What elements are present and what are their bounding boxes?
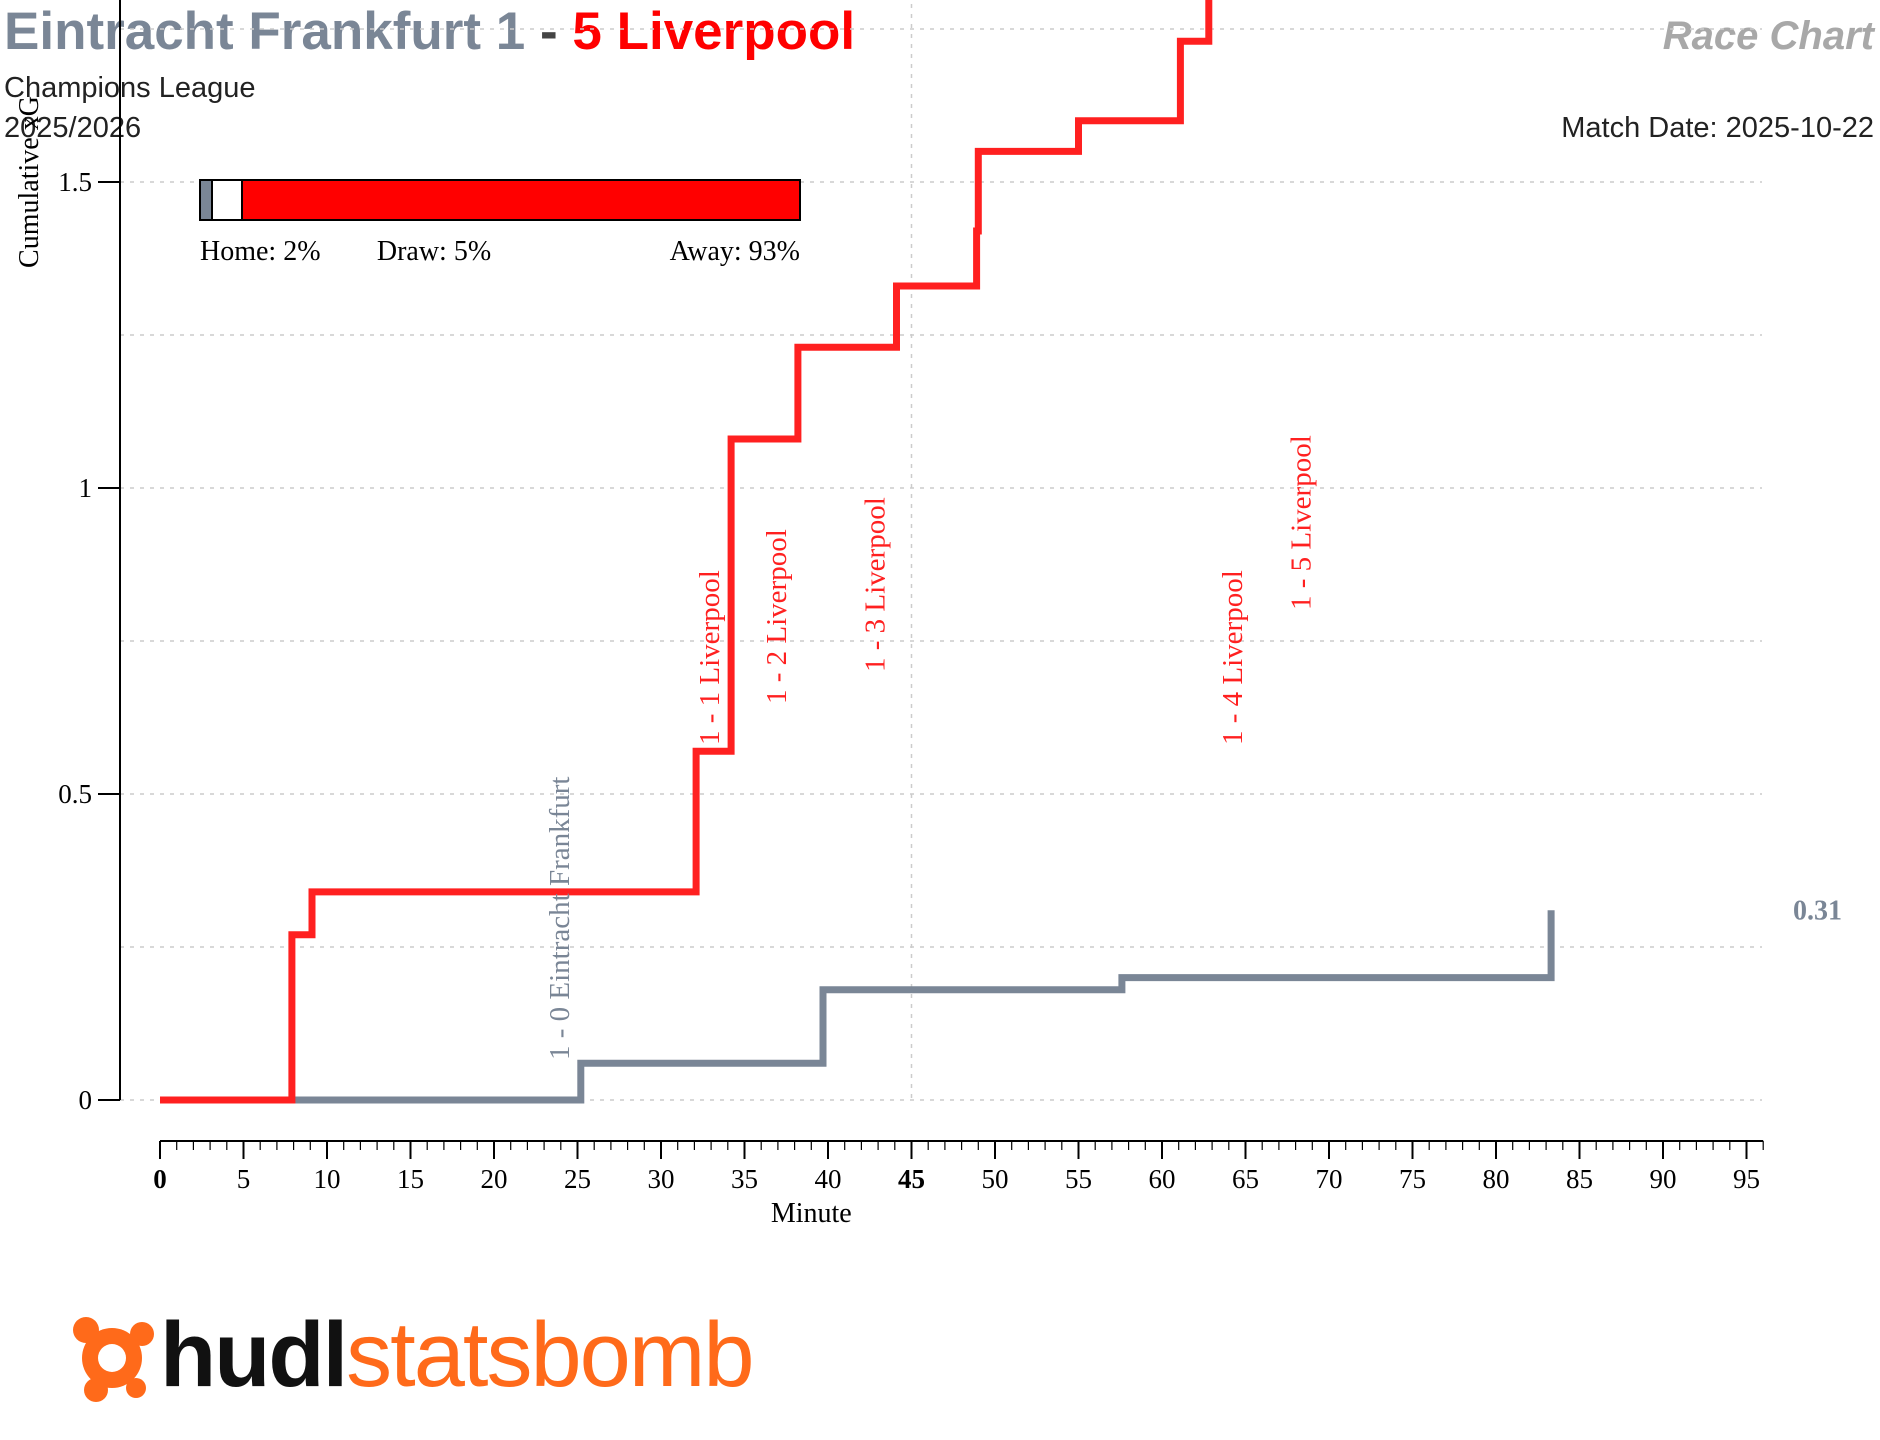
- x-tick-label: 25: [564, 1164, 591, 1194]
- x-tick-label: 10: [314, 1164, 341, 1194]
- probability-bar-frame: [199, 179, 801, 221]
- away-xg-line: [160, 0, 1213, 1104]
- y-tick-label: 0.5: [58, 779, 92, 809]
- chart-type-label: Race Chart: [1662, 14, 1874, 58]
- chart-gridlines: [120, 0, 1762, 1104]
- chart-axes: 00.511.522.53Cumulative xG05101520253035…: [14, 0, 1764, 1229]
- brand-wordmark: hudlstatsbomb: [160, 1300, 755, 1410]
- goal-annotations: 1 - 0 Eintracht Frankfurt 1 - 1 Liverpool…: [544, 435, 1317, 1060]
- x-tick-label: 45: [898, 1164, 925, 1194]
- y-tick-label: 1.5: [58, 167, 92, 197]
- goal-label: 1 - 3 Liverpool: [859, 497, 891, 672]
- away-probability-segment: [241, 179, 801, 221]
- brand-part-hudl: hudl: [160, 1304, 348, 1406]
- x-tick-label: 35: [731, 1164, 758, 1194]
- x-tick-label: 40: [815, 1164, 842, 1194]
- home-team-score: Eintracht Frankfurt 1: [4, 2, 526, 61]
- x-axis-label: Minute: [771, 1198, 852, 1229]
- x-tick-label: 20: [481, 1164, 508, 1194]
- home-xg-line: [160, 910, 1555, 1104]
- x-tick-label: 65: [1232, 1164, 1259, 1194]
- home-probability-segment: [199, 179, 213, 221]
- match-date: Match Date: 2025-10-22: [1561, 112, 1874, 144]
- competition-name: Champions League: [4, 72, 256, 104]
- x-tick-label: 60: [1149, 1164, 1176, 1194]
- x-tick-label: 75: [1399, 1164, 1426, 1194]
- x-tick-label: 80: [1483, 1164, 1510, 1194]
- brand-part-statsbomb: statsbomb: [346, 1304, 754, 1406]
- x-tick-label: 85: [1566, 1164, 1593, 1194]
- score-separator: -: [540, 2, 558, 61]
- home-label-probability: Home: 2%: [200, 236, 321, 267]
- x-tick-label: 55: [1065, 1164, 1092, 1194]
- win-probability-bar: Home: 2% Draw: 5% Away: 93%: [199, 179, 801, 267]
- home-total-label: 0.31: [1793, 895, 1842, 926]
- x-tick-label: 95: [1733, 1164, 1760, 1194]
- goal-label: 1 - 1 Liverpool: [694, 570, 726, 745]
- x-tick-label: 70: [1316, 1164, 1343, 1194]
- chart-series: 0.312.75: [160, 0, 1842, 1104]
- goal-label: 1 - 4 Liverpool: [1217, 570, 1249, 745]
- match-title: Eintracht Frankfurt 1 - 5 Liverpool: [4, 0, 855, 64]
- y-tick-label: 1: [79, 473, 93, 503]
- y-tick-label: 0: [79, 1085, 93, 1115]
- x-tick-label: 15: [397, 1164, 424, 1194]
- x-tick-label: 0: [153, 1164, 167, 1194]
- draw-label-probability: Draw: 5%: [377, 236, 491, 267]
- race-chart: 00.511.522.53Cumulative xG05101520253035…: [14, 0, 1842, 1229]
- y-axis-label: Cumulative xG: [14, 96, 45, 268]
- x-tick-label: 90: [1650, 1164, 1677, 1194]
- goal-label: 1 - 2 Liverpool: [761, 529, 793, 704]
- goal-label: 1 - 0 Eintracht Frankfurt: [544, 777, 576, 1060]
- away-team-score: 5 Liverpool: [572, 2, 856, 61]
- goal-label: 1 - 5 Liverpool: [1285, 435, 1317, 610]
- away-label-probability: Away: 93%: [670, 236, 800, 267]
- x-tick-label: 5: [237, 1164, 251, 1194]
- statsbomb-logo-icon: [73, 1317, 154, 1402]
- x-tick-label: 30: [648, 1164, 675, 1194]
- season-label: 2025/2026: [4, 112, 142, 144]
- draw-probability-segment: [211, 179, 243, 221]
- x-tick-label: 50: [982, 1164, 1009, 1194]
